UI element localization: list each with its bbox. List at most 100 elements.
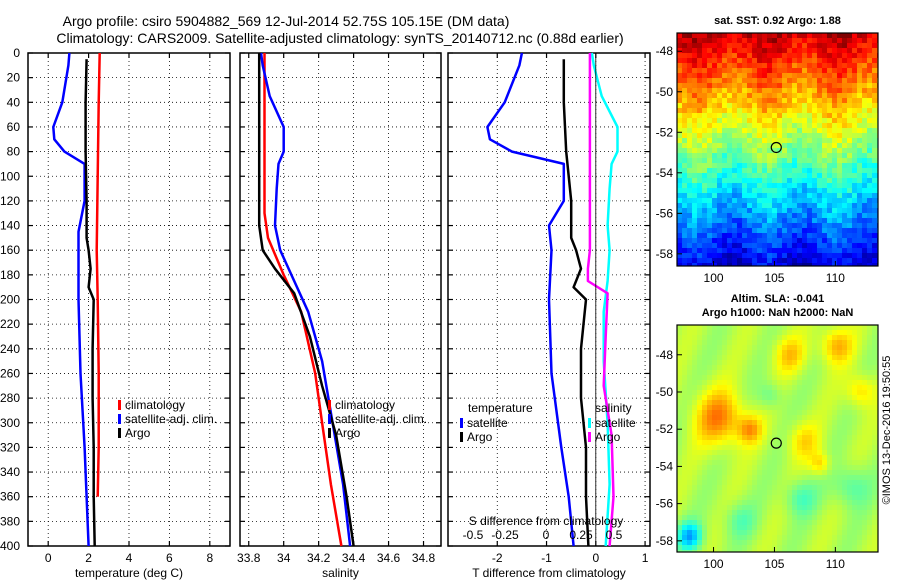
heatmap-cell — [737, 330, 742, 335]
heatmap-cell — [777, 88, 782, 93]
heatmap-cell — [837, 233, 842, 238]
heatmap-cell — [677, 360, 682, 365]
heatmap-cell — [867, 158, 872, 163]
heatmap-cell — [797, 243, 802, 248]
heatmap-cell — [702, 248, 707, 253]
heatmap-cell — [867, 183, 872, 188]
heatmap-cell — [862, 400, 867, 405]
heatmap-cell — [712, 83, 717, 88]
heatmap-cell — [727, 158, 732, 163]
heatmap-cell — [837, 350, 842, 355]
argo-position-marker — [770, 141, 782, 154]
heatmap-cell — [782, 243, 787, 248]
heatmap-cell — [692, 375, 697, 380]
heatmap-cell — [732, 243, 737, 248]
heatmap-cell — [802, 540, 807, 545]
heatmap-cell — [722, 550, 727, 552]
heatmap-cell — [857, 355, 862, 360]
heatmap-cell — [707, 345, 712, 350]
heatmap-cell — [857, 335, 862, 340]
heatmap-cell — [822, 203, 827, 208]
heatmap-cell — [742, 218, 747, 223]
heatmap-cell — [722, 485, 727, 490]
heatmap-cell — [802, 178, 807, 183]
heatmap-cell — [697, 98, 702, 103]
heatmap-cell — [702, 405, 707, 410]
heatmap-cell — [717, 93, 722, 98]
heatmap-cell — [792, 108, 797, 113]
heatmap-cell — [797, 505, 802, 510]
heatmap-cell — [817, 263, 822, 266]
heatmap-cell — [802, 360, 807, 365]
heatmap-cell — [677, 73, 682, 78]
heatmap-cell — [872, 233, 877, 238]
map-frame — [676, 32, 879, 267]
heatmap-cell — [697, 405, 702, 410]
heatmap-cell — [692, 550, 697, 552]
heatmap-cell — [862, 138, 867, 143]
heatmap-cell — [842, 325, 847, 330]
heatmap-cell — [847, 520, 852, 525]
heatmap-cell — [697, 420, 702, 425]
x-tick-label: 105 — [764, 271, 784, 285]
heatmap-cell — [852, 168, 857, 173]
heatmap-cell — [777, 58, 782, 63]
heatmap-cell — [777, 193, 782, 198]
heatmap-cell — [807, 435, 812, 440]
heatmap-cell — [767, 203, 772, 208]
heatmap-cell — [847, 168, 852, 173]
heatmap-cell — [747, 83, 752, 88]
heatmap-cell — [697, 510, 702, 515]
heatmap-cell — [762, 183, 767, 188]
heatmap-cell — [717, 460, 722, 465]
heatmap-cell — [792, 375, 797, 380]
heatmap-cell — [772, 143, 777, 148]
heatmap-cell — [762, 465, 767, 470]
heatmap-cell — [837, 475, 842, 480]
heatmap-cell — [832, 48, 837, 53]
heatmap-cell — [752, 168, 757, 173]
heatmap-cell — [687, 48, 692, 53]
heatmap-cell — [872, 248, 877, 253]
heatmap-cell — [772, 233, 777, 238]
heatmap-cell — [822, 88, 827, 93]
heatmap-cell — [767, 455, 772, 460]
heatmap-cell — [742, 470, 747, 475]
heatmap-cell — [737, 193, 742, 198]
heatmap-cell — [867, 455, 872, 460]
heatmap-cell — [742, 118, 747, 123]
heatmap-cell — [857, 253, 862, 258]
heatmap-cell — [682, 83, 687, 88]
heatmap-cell — [867, 168, 872, 173]
heatmap-cell — [687, 335, 692, 340]
heatmap-cell — [717, 78, 722, 83]
heatmap-cell — [807, 203, 812, 208]
heatmap-cell — [792, 385, 797, 390]
heatmap-cell — [847, 143, 852, 148]
heatmap-cell — [772, 380, 777, 385]
heatmap-cell — [842, 223, 847, 228]
heatmap-cell — [852, 183, 857, 188]
heatmap-cell — [702, 43, 707, 48]
heatmap-cell — [747, 108, 752, 113]
heatmap-cell — [752, 445, 757, 450]
heatmap-cell — [772, 153, 777, 158]
heatmap-cell — [677, 208, 682, 213]
heatmap-cell — [817, 505, 822, 510]
heatmap-cell — [767, 525, 772, 530]
heatmap-cell — [817, 208, 822, 213]
heatmap-cell — [802, 495, 807, 500]
heatmap-cell — [822, 83, 827, 88]
heatmap-cell — [727, 380, 732, 385]
heatmap-cell — [712, 455, 717, 460]
heatmap-cell — [717, 108, 722, 113]
heatmap-cell — [707, 325, 712, 330]
heatmap-cell — [692, 53, 697, 58]
heatmap-cell — [787, 108, 792, 113]
heatmap-cell — [697, 128, 702, 133]
heatmap-cell — [852, 460, 857, 465]
heatmap-cell — [767, 88, 772, 93]
heatmap-cell — [712, 475, 717, 480]
x-tick-label: 0 — [592, 551, 599, 565]
heatmap-cell — [862, 188, 867, 193]
